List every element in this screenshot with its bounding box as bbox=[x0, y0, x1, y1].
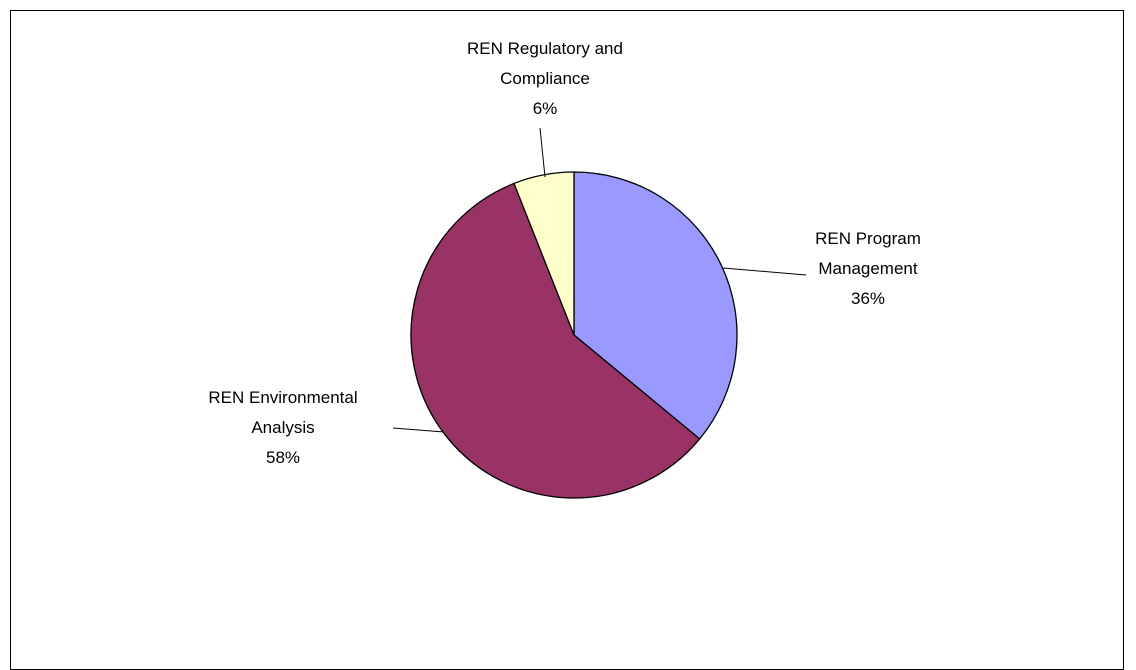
slice-category-label: REN Regulatory and bbox=[467, 39, 623, 58]
slice-label-1: REN Program Management 36% bbox=[815, 229, 921, 308]
leader-line-1 bbox=[722, 267, 807, 276]
leader-line-3 bbox=[539, 127, 546, 178]
slice-label-3: REN Regulatory and Compliance 6% bbox=[467, 39, 623, 118]
pie-slice-3 bbox=[513, 171, 575, 336]
leader-line-2 bbox=[392, 427, 445, 433]
slice-category-label: REN Program bbox=[815, 229, 921, 248]
slice-category-label: Compliance bbox=[500, 69, 590, 88]
slice-category-label: Analysis bbox=[251, 418, 314, 437]
slice-category-label: Management bbox=[818, 259, 918, 278]
slice-value-label: 58% bbox=[266, 448, 300, 467]
slice-category-label: REN Environmental bbox=[208, 388, 357, 407]
slice-value-label: 6% bbox=[533, 99, 558, 118]
slice-label-2: REN Environmental Analysis 58% bbox=[208, 388, 357, 467]
pie-slices bbox=[410, 171, 738, 499]
pie-slice-2 bbox=[410, 182, 701, 499]
pie-slice-1 bbox=[573, 171, 738, 440]
leader-lines bbox=[392, 127, 807, 433]
slice-labels: REN Program Management 36% REN Environmenta… bbox=[208, 39, 921, 467]
slice-value-label: 36% bbox=[851, 289, 885, 308]
